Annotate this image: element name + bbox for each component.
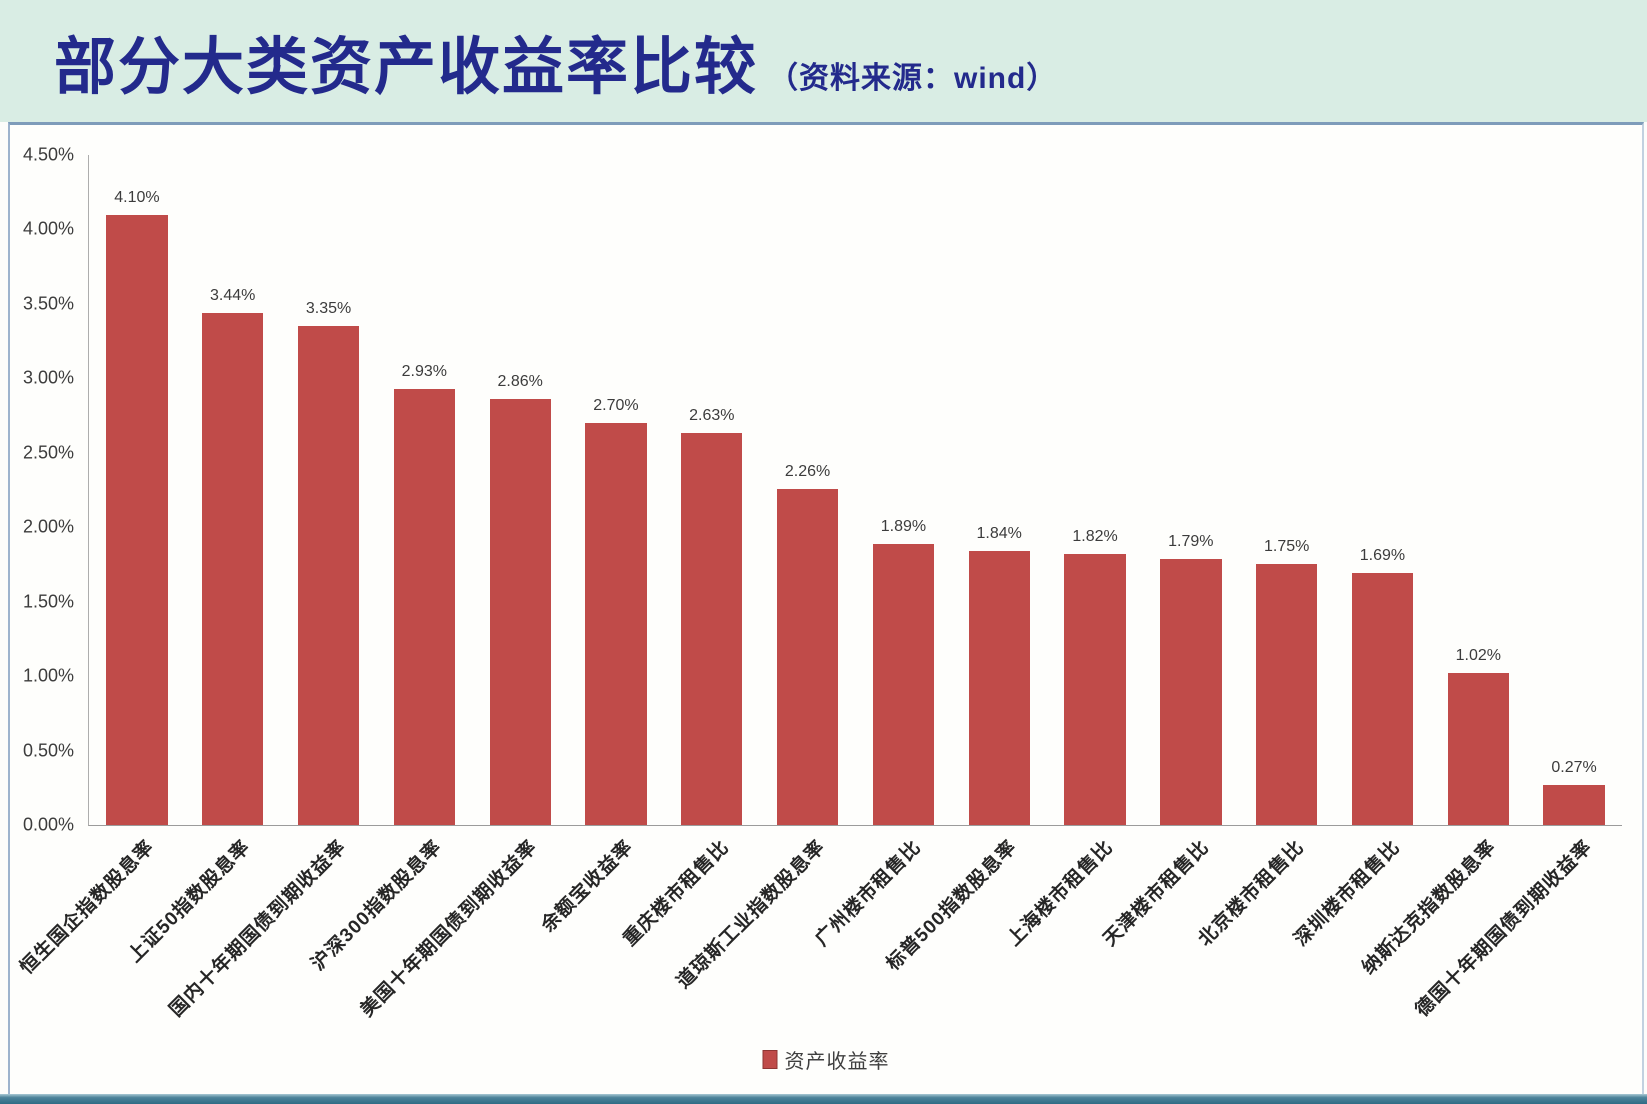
bar — [968, 551, 1030, 825]
bar-column: 1.02% — [1430, 155, 1526, 825]
bar-value-label: 1.84% — [976, 525, 1022, 543]
page-title: 部分大类资产收益率比较 — [54, 33, 759, 102]
legend-swatch — [762, 1050, 778, 1069]
bar-column: 4.10% — [89, 155, 185, 825]
bar-column: 2.70% — [568, 155, 664, 825]
bar-value-label: 1.89% — [880, 517, 927, 535]
x-axis-category-label: 国内十年期国债到期收益率 — [165, 836, 351, 1022]
x-axis: 恒生国企指数股息率 上证50指数股息率 国内十年期国债到期收益率 沪深300指数股息率… — [16, 833, 1622, 1073]
bar-column: 1.82% — [1047, 155, 1143, 825]
bottom-edge-bar — [0, 1094, 1647, 1104]
x-axis-category-label: 德国十年期国债到期收益率 — [1411, 836, 1597, 1022]
x-axis-category-label: 美国十年期国债到期收益率 — [357, 836, 542, 1022]
bar-column: 3.35% — [281, 155, 377, 825]
bar — [776, 488, 839, 825]
bar — [1256, 564, 1318, 825]
bar — [585, 423, 647, 825]
y-axis-tick-label: 1.50% — [22, 591, 74, 612]
y-axis-tick-label: 1.00% — [22, 665, 74, 686]
x-axis-category-label: 余额宝收益率 — [537, 836, 638, 937]
bar-column: 1.84% — [951, 155, 1047, 825]
y-axis: 0.00% 0.50% 1.00% 1.50% 2.00% 2.50% 3.00% 3.50%… — [10, 145, 80, 835]
bar-column: 2.26% — [760, 155, 856, 825]
bar-column: 1.89% — [856, 155, 952, 825]
bar-value-label: 1.82% — [1072, 528, 1118, 546]
bar — [1064, 554, 1126, 825]
bar-columns: 4.10% 3.44% 3.35% 2.93% 2.86% 2.70% 2.63% 2.26%… — [89, 155, 1622, 825]
bar-value-label: 4.10% — [114, 188, 160, 206]
bar-value-label: 0.27% — [1551, 758, 1597, 776]
bar — [297, 326, 360, 825]
y-axis-tick-label: 4.00% — [22, 218, 74, 239]
legend: 资产收益率 — [762, 1045, 890, 1074]
bar-value-label: 3.35% — [305, 300, 352, 318]
bar-value-label: 2.63% — [689, 407, 735, 425]
y-axis-tick-label: 0.00% — [22, 814, 74, 835]
bar — [1543, 784, 1605, 825]
bar-column: 1.79% — [1143, 155, 1239, 825]
bar-column: 1.75% — [1239, 155, 1335, 825]
bar-value-label: 1.75% — [1263, 538, 1310, 556]
bar — [1351, 573, 1414, 825]
y-axis-tick-label: 2.00% — [22, 516, 74, 537]
plot-area: 4.10% 3.44% 3.35% 2.93% 2.86% 2.70% 2.63% 2.26%… — [88, 155, 1622, 826]
bar — [1160, 558, 1222, 825]
bar-value-label: 1.69% — [1359, 547, 1406, 565]
title-row: 部分大类资产收益率比较 （资料来源：wind） — [0, 16, 1057, 106]
y-axis-tick-label: 0.50% — [22, 740, 74, 761]
bar-column: 0.27% — [1526, 155, 1622, 825]
bar — [393, 388, 455, 825]
bar — [681, 433, 743, 825]
y-axis-tick-label: 3.50% — [22, 293, 74, 314]
bar-value-label: 2.93% — [401, 362, 448, 380]
bar-value-label: 2.26% — [784, 462, 831, 480]
bar-value-label: 1.79% — [1168, 532, 1214, 550]
chart-panel: 0.00% 0.50% 1.00% 1.50% 2.00% 2.50% 3.00% 3.50%… — [8, 122, 1644, 1094]
bar-column: 2.86% — [472, 155, 568, 825]
bar-column: 2.93% — [376, 155, 472, 825]
y-axis-tick-label: 3.00% — [22, 367, 74, 388]
bar-value-label: 3.44% — [210, 286, 256, 304]
bar-column: 3.44% — [185, 155, 281, 825]
bar-value-label: 1.02% — [1455, 647, 1501, 665]
bar-column: 2.63% — [664, 155, 760, 825]
bar — [1447, 673, 1509, 825]
bar-column: 1.69% — [1335, 155, 1431, 825]
y-axis-tick-label: 4.50% — [22, 144, 74, 165]
bar-value-label: 2.86% — [497, 373, 543, 391]
legend-label: 资产收益率 — [784, 1051, 890, 1073]
bar — [489, 399, 551, 825]
bar — [202, 312, 264, 825]
header: 部分大类资产收益率比较 （资料来源：wind） — [0, 0, 1647, 122]
bar-value-label: 2.70% — [593, 397, 639, 414]
bar — [872, 543, 935, 825]
source-note: （资料来源：wind） — [768, 62, 1058, 95]
y-axis-tick-label: 2.50% — [22, 442, 74, 463]
bar — [106, 214, 168, 825]
